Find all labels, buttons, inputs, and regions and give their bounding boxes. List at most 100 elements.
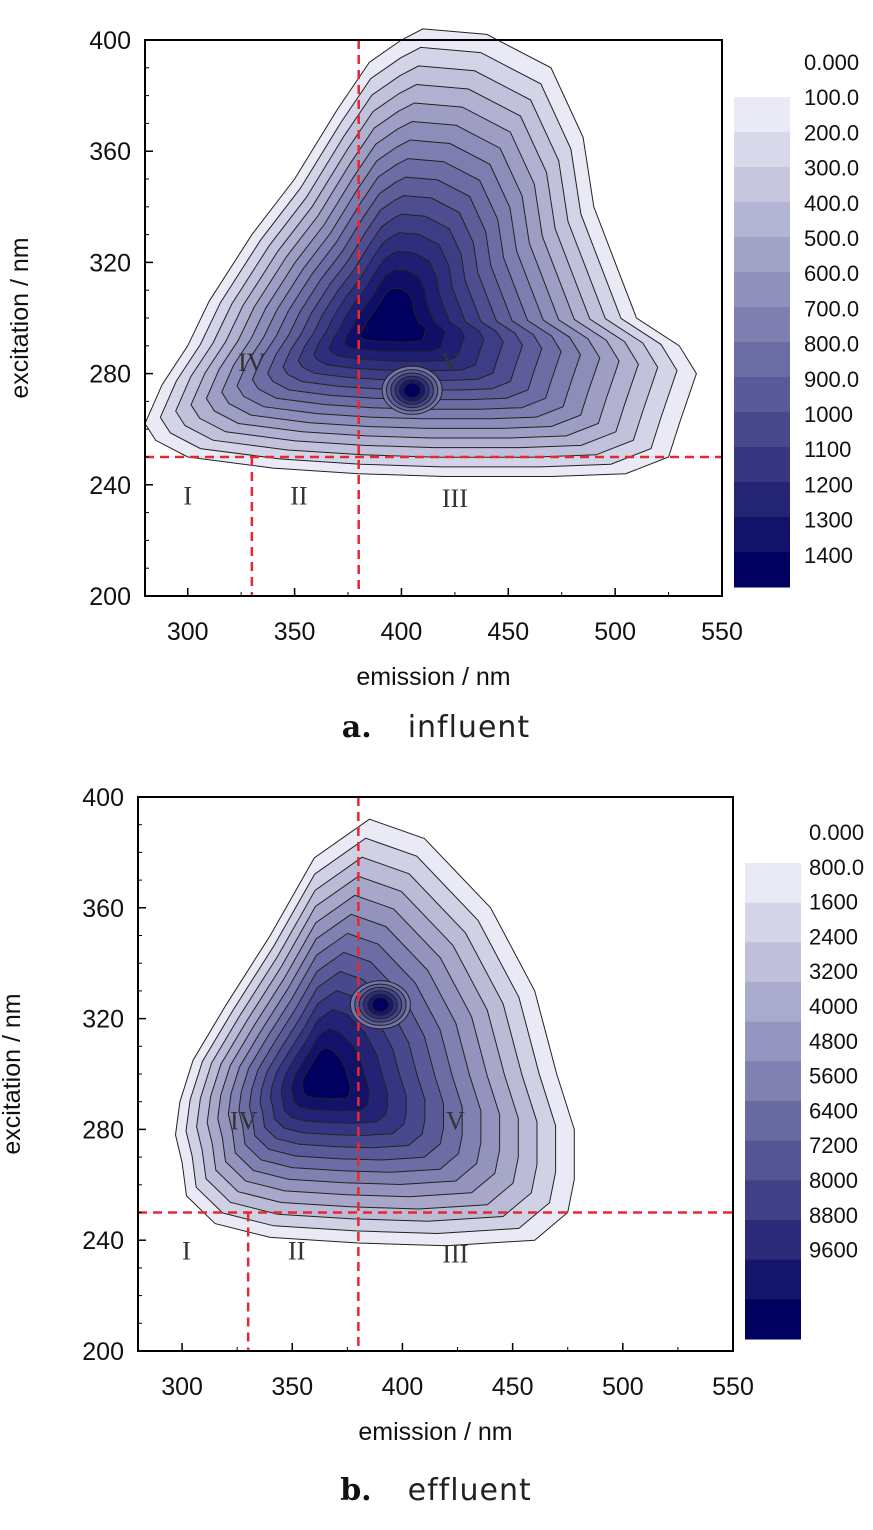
colorbar-band: [734, 552, 790, 588]
colorbar-label: 800.0: [804, 332, 859, 357]
colorbar-label: 500.0: [804, 226, 859, 251]
colorbar-label: 1300: [804, 508, 853, 533]
x-tick-label: 550: [701, 618, 743, 646]
colorbar-band: [734, 97, 790, 133]
colorbar-band: [745, 1299, 801, 1340]
colorbar-label: 300.0: [804, 156, 859, 181]
colorbar-label: 6400: [809, 1098, 858, 1123]
y-tick-label: 240: [89, 472, 131, 500]
x-tick-label: 300: [167, 618, 209, 646]
x-tick-label: 450: [487, 618, 529, 646]
colorbar-label: 200.0: [804, 120, 859, 145]
colorbar-band: [745, 1259, 801, 1300]
x-tick-label: 450: [492, 1373, 534, 1401]
colorbar-label: 2400: [809, 924, 858, 949]
panel-title: influent: [408, 710, 531, 745]
colorbar-label: 8800: [809, 1203, 858, 1228]
x-tick-label: 500: [594, 618, 636, 646]
colorbar-label: 1100: [804, 437, 851, 462]
colorbar-band: [745, 1021, 801, 1062]
secondary-peak-level-5: [403, 382, 421, 399]
colorbar-band: [745, 863, 801, 904]
colorbar-label: 1400: [804, 543, 853, 568]
colorbar-label: 900.0: [804, 367, 859, 392]
y-tick-label: 360: [82, 895, 124, 923]
region-label: II: [288, 1237, 305, 1266]
region-label: IV: [230, 1106, 258, 1135]
colorbar-label: 4000: [809, 994, 858, 1019]
panel-letter: b.: [340, 1473, 371, 1508]
y-tick-label: 400: [82, 784, 124, 812]
colorbar-label: 9600: [809, 1238, 858, 1263]
y-tick-label: 280: [89, 361, 131, 389]
region-label: IV: [238, 348, 266, 377]
colorbar-band: [745, 902, 801, 943]
colorbar-band: [745, 1061, 801, 1102]
x-tick-label: 350: [274, 618, 316, 646]
colorbar-label: 1600: [809, 890, 858, 915]
x-axis-label: emission / nm: [356, 663, 510, 691]
colorbar-band: [745, 1180, 801, 1221]
y-tick-label: 320: [82, 1006, 124, 1034]
colorbar-band: [745, 1140, 801, 1181]
region-label: III: [442, 484, 468, 513]
colorbar-band: [734, 167, 790, 203]
panel-caption: a. influent: [342, 710, 530, 745]
y-axis-label: excitation / nm: [0, 993, 26, 1154]
colorbar-band: [745, 982, 801, 1023]
panel-title: effluent: [408, 1473, 532, 1508]
region-label: V: [441, 348, 460, 377]
x-tick-label: 350: [271, 1373, 313, 1401]
colorbar-label: 5600: [809, 1064, 858, 1089]
colorbar-band: [734, 342, 790, 378]
x-tick-label: 400: [382, 1373, 424, 1401]
colorbar-band: [734, 482, 790, 518]
contour-level-12: [301, 1047, 351, 1100]
contour-level-14: [359, 287, 427, 343]
colorbar-band: [734, 517, 790, 553]
contour-fill-group: [174, 818, 575, 1247]
region-label: II: [290, 481, 307, 510]
colorbar-label: 600.0: [804, 261, 859, 286]
colorbar-band: [734, 132, 790, 168]
colorbar-label: 700.0: [804, 296, 859, 321]
colorbar-label: 4800: [809, 1029, 858, 1054]
panel-letter: a.: [342, 710, 372, 745]
colorbar-band: [734, 307, 790, 343]
x-tick-label: 300: [161, 1373, 203, 1401]
contour-fill-group: [144, 28, 697, 477]
colorbar-label: 1000: [804, 402, 853, 427]
colorbar-band: [734, 237, 790, 273]
x-tick-label: 400: [381, 618, 423, 646]
region-label: I: [182, 1237, 191, 1266]
y-tick-label: 400: [89, 27, 131, 55]
y-tick-label: 320: [89, 249, 131, 277]
colorbar-band: [745, 1101, 801, 1142]
y-tick-label: 200: [89, 583, 131, 611]
panel-caption: b. effluent: [340, 1473, 532, 1508]
colorbar-band: [734, 447, 790, 483]
x-tick-label: 500: [602, 1373, 644, 1401]
colorbar-band: [745, 942, 801, 983]
x-axis-label: emission / nm: [358, 1418, 512, 1446]
colorbar-label: 100.0: [804, 85, 859, 110]
colorbar-label: 0.000: [809, 820, 864, 845]
colorbar-band: [734, 272, 790, 308]
colorbar-label: 0.000: [804, 50, 859, 75]
colorbar-label: 3200: [809, 959, 858, 984]
secondary-peak-level-5: [371, 996, 390, 1013]
colorbar-label: 800.0: [809, 855, 864, 880]
colorbar-band: [734, 202, 790, 238]
region-label: III: [442, 1239, 468, 1268]
y-axis-label: excitation / nm: [6, 237, 34, 398]
colorbar-label: 7200: [809, 1133, 858, 1158]
y-tick-label: 200: [82, 1338, 124, 1366]
colorbar-label: 8000: [809, 1168, 858, 1193]
x-tick-label: 550: [712, 1373, 754, 1401]
y-tick-label: 280: [82, 1116, 124, 1144]
region-label: V: [446, 1106, 465, 1135]
colorbar-band: [734, 377, 790, 413]
region-label: I: [183, 481, 192, 510]
colorbar-label: 400.0: [804, 191, 859, 216]
